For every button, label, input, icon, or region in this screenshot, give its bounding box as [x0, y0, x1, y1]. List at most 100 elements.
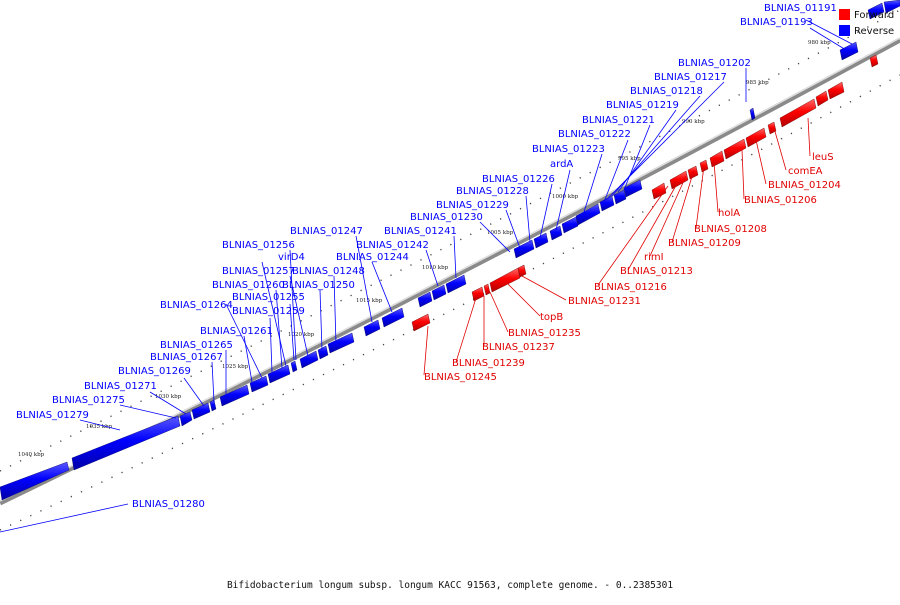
gene-label: BLNIAS_01217: [654, 72, 727, 83]
tick-label: 1025 kbp: [222, 364, 249, 370]
gene-block: [299, 350, 319, 369]
gene-label: BLNIAS_01261: [200, 326, 273, 337]
gene-block: [745, 127, 767, 148]
gene-block: [209, 399, 217, 412]
tick-label: 985 kbp: [746, 80, 769, 86]
gene-label: BLNIAS_01221: [582, 115, 655, 126]
scale-ticks: 980 kbp 985 kbp 990 kbp 995 kbp 1000 kbp…: [18, 40, 831, 458]
outer-tick-ring: [0, 9, 900, 472]
tick-label: 990 kbp: [682, 119, 705, 125]
gene-block: [249, 375, 269, 393]
gene-block: [381, 307, 405, 328]
gene-block: [431, 284, 447, 301]
gene-block: [489, 267, 521, 293]
gene-block: [471, 286, 485, 302]
gene-label: comEA: [788, 166, 823, 177]
gene-label: ardA: [550, 159, 573, 170]
map-caption: Bifidobacterium longum subsp. longum KAC…: [227, 580, 673, 591]
gene-block: [869, 54, 879, 68]
gene-block: [363, 319, 381, 337]
gene-label: BLNIAS_01264: [160, 300, 233, 311]
gene-block: [815, 90, 829, 107]
gene-label: BLNIAS_01248: [292, 266, 365, 277]
reverse-genes: [0, 0, 900, 501]
legend-swatch-reverse: [839, 25, 850, 36]
tick-label: 1020 kbp: [288, 332, 315, 338]
gene-label: BLNIAS_01267: [150, 352, 223, 363]
forward-gene-labels: leuS comEA BLNIAS_01204 BLNIAS_01206 hol…: [424, 152, 841, 383]
gene-block: [839, 41, 859, 61]
gene-block: [191, 402, 211, 420]
gene-block: [723, 138, 747, 160]
gene-block: [749, 107, 756, 121]
gene-block: [623, 179, 643, 198]
gene-label: BLNIAS_01219: [606, 100, 679, 111]
tick-label: 1015 kbp: [356, 298, 383, 304]
gene-label: BLNIAS_01222: [558, 129, 631, 140]
gene-block: [533, 232, 549, 249]
gene-label: BLNIAS_01223: [532, 144, 605, 155]
tick-label: 1040 kbp: [18, 452, 45, 458]
inner-tick-ring: [0, 74, 900, 531]
gene-label: BLNIAS_01235: [508, 328, 581, 339]
forward-leaders: [423, 117, 811, 376]
gene-label: BLNIAS_01245: [424, 372, 497, 383]
gene-label: BLNIAS_01229: [436, 200, 509, 211]
gene-label: BLNIAS_01237: [482, 342, 555, 353]
gene-block: [179, 411, 193, 427]
tick-label: 1030 kbp: [155, 394, 182, 400]
gene-block: [71, 415, 181, 471]
tick-label: 995 kbp: [618, 156, 641, 162]
gene-label: BLNIAS_01228: [456, 186, 529, 197]
gene-label: topB: [540, 312, 563, 323]
gene-block: [513, 239, 535, 259]
gene-block: [883, 0, 900, 14]
gene-label: rimI: [644, 252, 664, 263]
gene-label: BLNIAS_01239: [452, 358, 525, 369]
gene-label: BLNIAS_01247: [290, 226, 363, 237]
legend: Forward Reverse: [839, 9, 894, 37]
gene-label: BLNIAS_01202: [678, 58, 751, 69]
gene-label: BLNIAS_01280: [132, 499, 205, 510]
gene-label: BLNIAS_01191: [764, 3, 837, 14]
gene-block: [327, 332, 355, 354]
gene-label: holA: [718, 208, 740, 219]
gene-label: BLNIAS_01244: [336, 252, 409, 263]
gene-block: [651, 182, 667, 200]
gene-label: BLNIAS_01259: [232, 306, 305, 317]
gene-label: BLNIAS_01231: [568, 296, 641, 307]
gene-label: BLNIAS_01213: [620, 266, 693, 277]
tick-label: 1000 kbp: [552, 194, 579, 200]
gene-label: BLNIAS_01193: [740, 17, 813, 28]
gene-label: BLNIAS_01218: [630, 86, 703, 97]
gene-block: [767, 121, 777, 135]
tick-label: 1035 kbp: [86, 424, 113, 430]
gene-block: [483, 283, 491, 296]
gene-label: BLNIAS_01230: [410, 212, 483, 223]
reverse-gene-labels: BLNIAS_01191 BLNIAS_01193 BLNIAS_01202 B…: [16, 3, 837, 510]
gene-block: [575, 203, 601, 226]
gene-label: BLNIAS_01216: [594, 282, 667, 293]
gene-block: [709, 150, 725, 168]
gene-label: virD4: [278, 252, 305, 263]
gene-label: BLNIAS_01242: [356, 240, 429, 251]
gene-label: BLNIAS_01256: [222, 240, 295, 251]
gene-block: [613, 189, 627, 205]
tick-label: 980 kbp: [808, 40, 831, 46]
gene-label: BLNIAS_01255: [232, 292, 305, 303]
gene-block: [669, 170, 689, 190]
gene-block: [417, 291, 433, 308]
gene-label: BLNIAS_01279: [16, 410, 89, 421]
gene-block: [549, 225, 563, 241]
gene-block: [517, 264, 527, 278]
gene-label: BLNIAS_01269: [118, 366, 191, 377]
gene-label: leuS: [812, 152, 834, 163]
legend-swatch-forward: [839, 9, 850, 20]
gene-label: BLNIAS_01271: [84, 381, 157, 392]
gene-label: BLNIAS_01241: [384, 226, 457, 237]
tick-label: 1010 kbp: [422, 265, 449, 271]
gene-label: BLNIAS_01226: [482, 174, 555, 185]
gene-block: [779, 98, 817, 128]
